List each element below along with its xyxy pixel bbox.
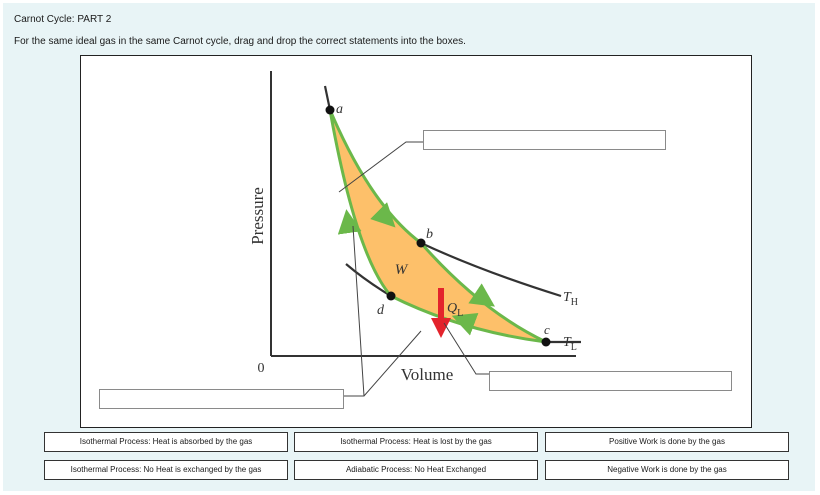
option-negative-work[interactable]: Negative Work is done by the gas [545, 460, 789, 480]
direction-arrow-bc [468, 283, 495, 307]
isotherm-tl-curve [345, 263, 581, 344]
point-c [541, 337, 551, 347]
carnot-diagram: Pressure Volume 0 W QL TH TL a b c d [80, 55, 752, 428]
option-positive-work[interactable]: Positive Work is done by the gas [545, 432, 789, 452]
point-a [325, 105, 335, 115]
direction-arrow-cd [451, 312, 479, 336]
point-c-label: c [544, 322, 550, 337]
point-a-label: a [336, 102, 343, 117]
x-axis-label: Volume [401, 365, 454, 384]
origin-label: 0 [258, 361, 265, 376]
option-isothermal-heat-lost[interactable]: Isothermal Process: Heat is lost by the … [294, 432, 538, 452]
drop-zone-bottom-left[interactable] [99, 389, 344, 409]
drop-zone-bottom-right[interactable] [489, 371, 732, 391]
question-title: Carnot Cycle: PART 2 [14, 14, 112, 25]
temp-high-label: TH [563, 290, 578, 308]
direction-arrow-da [337, 209, 362, 235]
point-b-label: b [426, 227, 433, 242]
leader-line-top [338, 141, 423, 193]
point-d [386, 291, 396, 301]
drop-zone-top[interactable] [423, 130, 666, 150]
point-b [416, 238, 426, 248]
leader-line-bottom-left [343, 225, 422, 397]
point-d-label: d [377, 303, 385, 318]
option-isothermal-heat-absorbed[interactable]: Isothermal Process: Heat is absorbed by … [44, 432, 288, 452]
pv-diagram-svg: Pressure Volume 0 W QL TH TL a b c d [248, 71, 581, 397]
direction-arrow-ab [370, 202, 396, 228]
temp-low-label: TL [563, 335, 577, 353]
option-isothermal-no-heat[interactable]: Isothermal Process: No Heat is exchanged… [44, 460, 288, 480]
heat-arrow-shaft [438, 288, 444, 320]
option-adiabatic-no-heat[interactable]: Adiabatic Process: No Heat Exchanged [294, 460, 538, 480]
leader-line-bottom-right [443, 322, 489, 375]
heat-arrow-head [431, 318, 451, 338]
heat-label: QL [447, 301, 463, 319]
y-axis-label: Pressure [248, 187, 267, 245]
work-label: W [395, 262, 409, 278]
question-instructions: For the same ideal gas in the same Carno… [14, 36, 466, 47]
